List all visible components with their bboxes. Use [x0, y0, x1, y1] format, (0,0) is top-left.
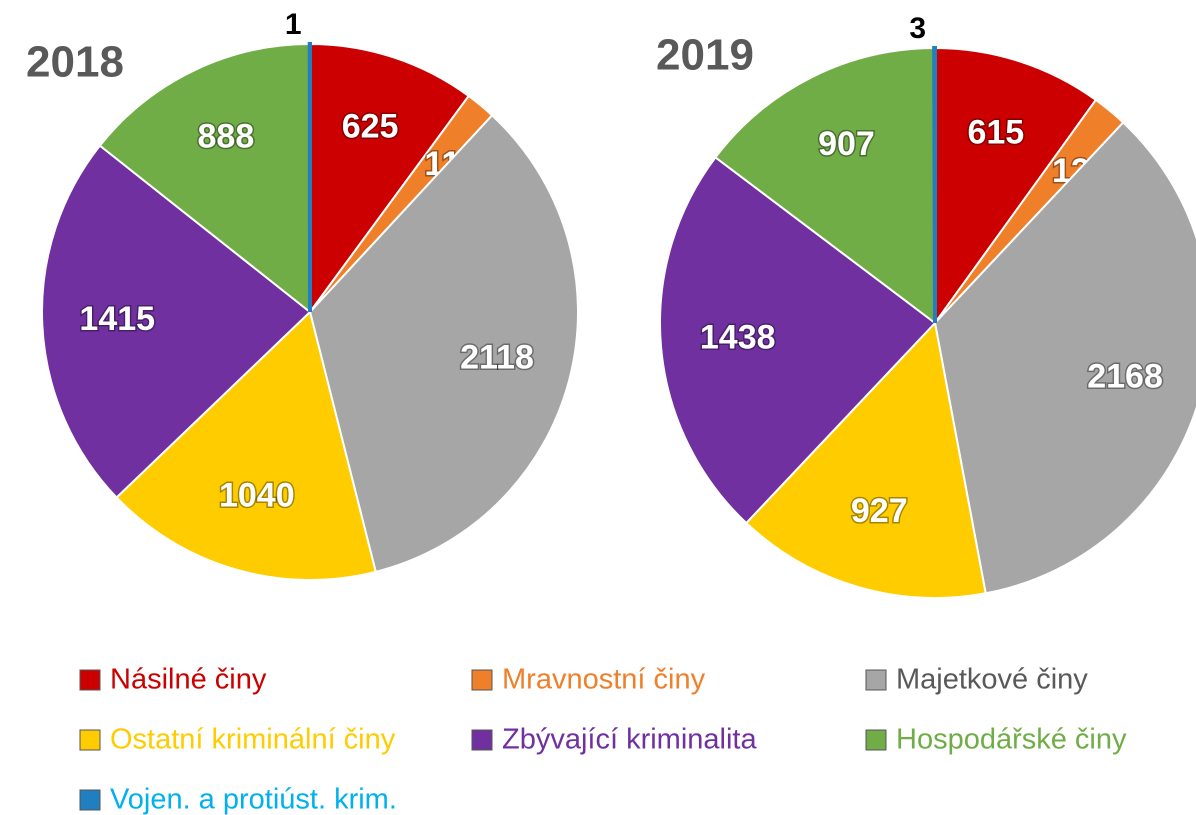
legend-label: Majetkové činy	[896, 664, 1088, 696]
pie-slice	[115, 310, 377, 581]
data-label: 1415	[79, 300, 155, 338]
pie-slice	[659, 155, 937, 525]
data-label: 927	[851, 492, 908, 530]
pie-slice	[744, 320, 987, 599]
pie-slice	[933, 121, 1196, 595]
legend-swatch	[865, 669, 887, 691]
legend-swatch	[79, 669, 101, 691]
legend-label: Hospodářské činy	[896, 724, 1127, 756]
data-label: 615	[967, 114, 1024, 152]
legend-label: Vojen. a protiúst. krim.	[110, 784, 397, 815]
data-label: 1	[285, 8, 302, 41]
pie-slice	[309, 42, 471, 316]
data-label: 888	[198, 117, 255, 155]
legend-label: Mravnostní činy	[502, 664, 706, 696]
pie-slice	[41, 144, 312, 499]
data-label: 907	[818, 125, 875, 163]
pie-slice	[934, 46, 1098, 327]
legend-swatch	[471, 669, 493, 691]
legend-swatch	[79, 789, 101, 811]
pie-slice	[98, 42, 312, 315]
legend-swatch	[471, 729, 493, 751]
data-label: 1438	[700, 319, 776, 357]
pie-slice	[932, 45, 937, 324]
legend-label: Ostatní kriminální činy	[110, 724, 396, 756]
pie-slice	[308, 113, 579, 574]
data-label: 2168	[1087, 357, 1163, 395]
data-label: 1040	[219, 476, 295, 514]
pie-slice	[714, 46, 937, 326]
chart-title: 2018	[26, 38, 124, 87]
chart-title: 2019	[656, 31, 754, 80]
legend-label: Zbývající kriminalita	[502, 724, 757, 756]
data-label: 3	[909, 12, 926, 45]
legend-swatch	[79, 729, 101, 751]
legend-label: Násilné činy	[110, 664, 267, 696]
data-label: 625	[342, 108, 399, 146]
legend-swatch	[865, 729, 887, 751]
data-label: 2118	[460, 339, 534, 377]
